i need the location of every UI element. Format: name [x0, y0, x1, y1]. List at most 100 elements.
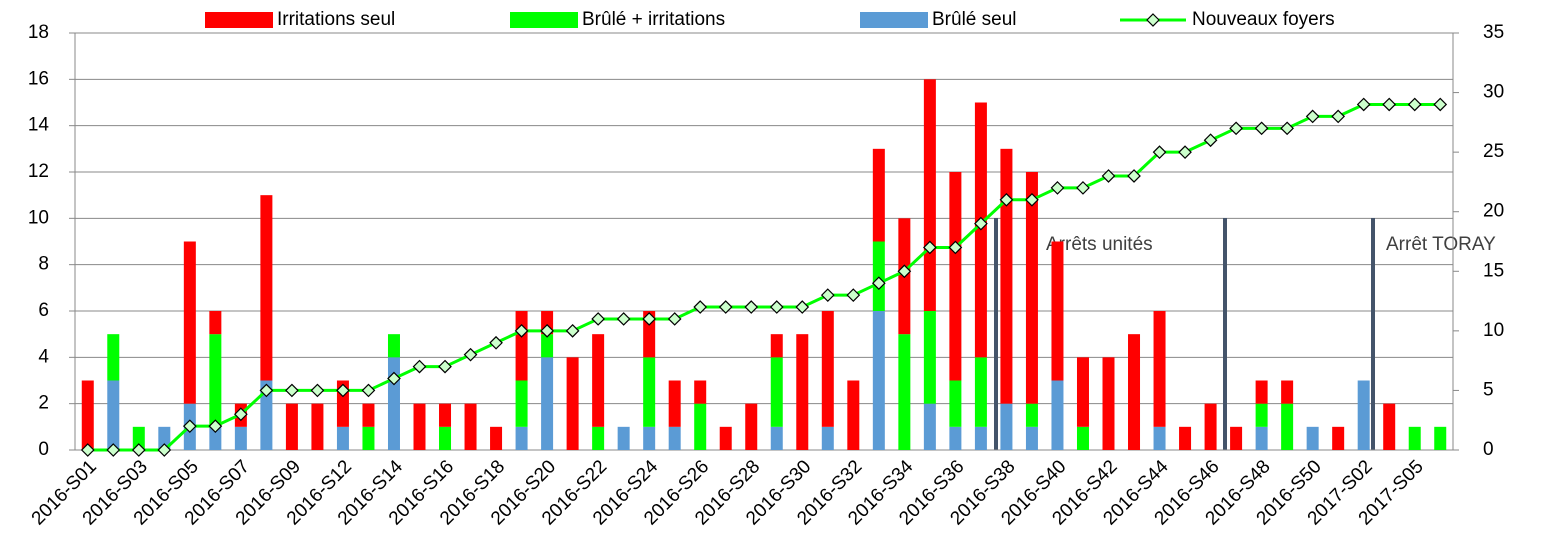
y-tick-label: 10 — [28, 207, 49, 228]
bar-segment — [974, 357, 987, 427]
point — [616, 312, 631, 326]
bar-segment — [1434, 426, 1447, 450]
point — [693, 300, 708, 314]
point — [1101, 169, 1116, 183]
bar-segment — [158, 426, 171, 450]
bar-segment — [515, 426, 528, 450]
bar-segment — [1000, 148, 1013, 404]
bar-segment — [107, 334, 120, 381]
point — [1127, 169, 1141, 183]
bar-segment — [668, 380, 681, 427]
point — [591, 312, 605, 326]
bar-segment — [336, 426, 349, 450]
y2-tick-label: 20 — [1483, 201, 1504, 222]
bar-segment — [541, 334, 554, 358]
point — [361, 383, 376, 398]
bar-segment — [1076, 357, 1089, 427]
point — [1280, 121, 1294, 136]
bar-segment — [1128, 334, 1141, 450]
bar-segment — [1408, 426, 1421, 450]
y2-tick-label: 10 — [1483, 320, 1504, 341]
bar-segment — [592, 426, 605, 450]
point — [412, 359, 427, 374]
y-tick-label: 4 — [38, 346, 49, 367]
bar-segment — [694, 403, 707, 450]
point — [514, 324, 529, 338]
bar-segment — [362, 403, 375, 427]
y2-tick-label: 30 — [1483, 82, 1504, 103]
bar-segment — [1204, 403, 1217, 450]
point — [1356, 97, 1371, 112]
bar-segment — [1281, 380, 1294, 404]
bar-segment — [847, 380, 860, 450]
point — [999, 192, 1014, 207]
y2-tick-label: 25 — [1483, 141, 1504, 162]
bar-segment — [821, 311, 834, 427]
bar-segment — [770, 426, 783, 450]
y2-tick-label: 0 — [1483, 439, 1494, 460]
bar-segment — [260, 195, 273, 381]
bar-segment — [949, 426, 962, 450]
point — [565, 324, 580, 338]
bar-segment — [1255, 380, 1268, 404]
bar-segment — [1076, 426, 1089, 450]
point — [820, 288, 835, 302]
bar-segment — [923, 79, 936, 311]
y-tick-label: 0 — [38, 439, 49, 460]
legend-label: Brûlé + irritations — [582, 9, 725, 30]
bar-segment — [1255, 426, 1268, 450]
bar-segment — [643, 357, 656, 427]
y-tick-label: 18 — [28, 22, 49, 43]
point — [1407, 97, 1422, 112]
bar-segment — [617, 426, 630, 450]
point — [1178, 145, 1192, 159]
bar-segment — [490, 426, 503, 450]
bar-segment — [285, 403, 298, 450]
legend-label: Brûlé seul — [932, 9, 1017, 30]
point — [208, 419, 223, 434]
bar-segment — [1153, 311, 1166, 427]
bar-segment — [821, 426, 834, 450]
legend-label: Irritations seul — [277, 9, 395, 30]
bar-segment — [566, 357, 579, 450]
bar-segment — [541, 357, 554, 450]
point — [667, 312, 682, 326]
bar-segment — [515, 380, 528, 427]
bar-segment — [515, 311, 528, 381]
point — [182, 419, 197, 434]
point — [846, 288, 861, 302]
bar-segment — [949, 380, 962, 427]
point — [1382, 97, 1397, 112]
y2-tick-label: 35 — [1483, 22, 1504, 43]
bar-segment — [1306, 426, 1319, 450]
bar-segment — [413, 403, 426, 450]
legend-label: Nouveaux foyers — [1192, 9, 1335, 30]
bar-segment — [1383, 403, 1396, 450]
bar-segment — [1025, 172, 1038, 404]
bar-segment — [81, 380, 94, 450]
bar-segment — [974, 426, 987, 450]
bar-segment — [923, 311, 936, 404]
point — [310, 383, 325, 398]
bar-segment — [1102, 357, 1115, 450]
bar-segment — [1255, 403, 1268, 427]
y-tick-label: 12 — [28, 161, 49, 182]
bar-segment — [923, 403, 936, 450]
point — [438, 359, 452, 374]
y-tick-label: 14 — [28, 115, 50, 136]
bar-segment — [362, 426, 375, 450]
bar-segment — [209, 426, 222, 450]
point — [1076, 181, 1090, 195]
point — [1050, 181, 1065, 195]
bar-segment — [387, 357, 400, 450]
point — [80, 443, 95, 457]
point — [157, 443, 172, 457]
point — [923, 240, 937, 255]
point — [718, 300, 733, 314]
bar-segment — [260, 380, 273, 450]
bar-segment — [234, 426, 247, 450]
bar-segment — [770, 334, 783, 358]
bar-segment — [1025, 426, 1038, 450]
point — [744, 300, 759, 314]
bar-segment — [464, 403, 477, 450]
